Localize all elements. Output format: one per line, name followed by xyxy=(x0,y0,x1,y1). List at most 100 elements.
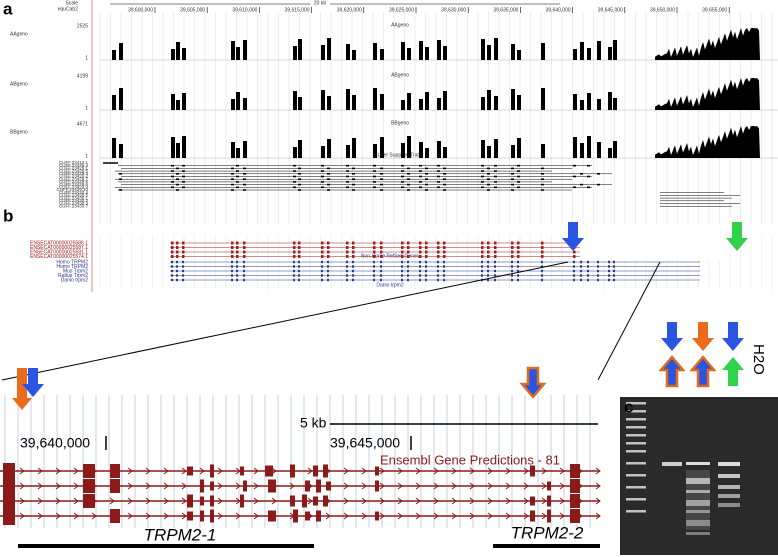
cuff-exon xyxy=(437,181,440,183)
blank-overlay xyxy=(580,228,730,260)
refseq-exon xyxy=(443,269,445,273)
track-min: 1 xyxy=(85,55,88,61)
refseq-exon xyxy=(597,278,599,282)
strand-arrow xyxy=(379,512,385,520)
coverage-peak xyxy=(112,50,116,60)
coverage-peak xyxy=(407,136,411,158)
cuff-exon xyxy=(573,175,576,178)
strand-arrow xyxy=(307,497,313,505)
refseq-exon xyxy=(580,278,582,282)
refseq-exon xyxy=(293,269,295,273)
strand-arrow xyxy=(109,497,115,505)
ensembl-exon xyxy=(321,241,324,245)
refseq-exon xyxy=(352,265,354,268)
strand-arrow xyxy=(145,497,151,505)
ruler-label: 39,600,000 xyxy=(128,7,153,13)
ensembl-exon xyxy=(517,241,520,245)
refseq-exon xyxy=(587,269,589,273)
coverage-peak xyxy=(511,145,515,158)
track-max: 4199 xyxy=(77,73,88,79)
refseq-exon xyxy=(407,278,409,282)
coverage-peak xyxy=(573,137,577,158)
cuff-label: CUFF.23429.3 xyxy=(59,171,89,176)
refseq-exon xyxy=(373,278,375,282)
refseq-exon xyxy=(419,260,421,264)
refseq-label: Danio trpm2 xyxy=(61,277,88,283)
refseq-exon xyxy=(541,260,543,264)
primer-arrow xyxy=(658,355,686,388)
strand-arrow xyxy=(415,482,421,490)
exon xyxy=(547,509,551,523)
refseq-exon xyxy=(597,274,599,277)
ensembl-exon xyxy=(346,250,349,254)
refseq-exon xyxy=(236,260,238,264)
refseq-label: Homo TRPM2 xyxy=(56,264,88,270)
coverage-peak xyxy=(407,48,411,60)
track-center: ABgeno xyxy=(391,72,409,78)
cuff-exon xyxy=(327,189,330,191)
strand-arrow xyxy=(433,482,439,490)
refseq-exon xyxy=(481,274,483,277)
coverage-peak xyxy=(419,142,423,158)
coverage-peak xyxy=(437,40,441,60)
refseq-exon xyxy=(541,269,543,273)
refseq-exon xyxy=(608,278,610,282)
exon xyxy=(210,509,214,523)
coverage-area xyxy=(655,28,760,60)
refseq-exon xyxy=(425,274,427,277)
strand-arrow xyxy=(523,512,529,520)
cuff-exon xyxy=(487,173,490,175)
band xyxy=(718,503,740,507)
cuff-exon xyxy=(380,183,383,186)
cuff-exon xyxy=(597,173,600,175)
ruler-label: 39,635,000 xyxy=(493,7,518,13)
cuff-exon xyxy=(346,170,349,172)
cuff-exon xyxy=(293,186,296,189)
strand-arrow xyxy=(37,497,43,505)
coverage-peak xyxy=(380,49,384,60)
refseq-exon xyxy=(171,269,173,273)
band xyxy=(686,532,710,535)
cuff-label: CUFF.23430.4 xyxy=(59,190,89,195)
strand-arrow xyxy=(163,482,169,490)
strand-arrow xyxy=(37,467,43,475)
ensembl-exon xyxy=(171,241,174,245)
strand-arrow xyxy=(325,512,331,520)
refseq-exon xyxy=(171,265,173,268)
coverage-peak xyxy=(419,99,423,110)
cuff-exon xyxy=(511,173,514,175)
cuff-exon xyxy=(327,173,330,175)
strand-arrow xyxy=(127,467,133,475)
band xyxy=(718,494,740,498)
strand-arrow xyxy=(73,482,79,490)
ensembl-exon xyxy=(541,255,544,258)
panel-label: c xyxy=(624,397,633,416)
exon xyxy=(530,510,535,522)
gel-bands xyxy=(626,402,740,535)
cuff-exon xyxy=(243,183,246,186)
cuff-label: CUFF.23429.2 xyxy=(59,174,89,179)
refseq-exon xyxy=(573,265,575,268)
exon xyxy=(375,466,379,476)
ensembl-exon xyxy=(419,246,422,249)
exon xyxy=(530,465,535,477)
ladder-band xyxy=(626,462,646,465)
cuff-exon xyxy=(541,173,544,175)
cuff-label: CUFF.23429.10 xyxy=(56,187,88,192)
coverage-area xyxy=(655,78,760,110)
exon xyxy=(187,466,193,476)
cuff-exon xyxy=(236,170,239,172)
strand-arrow xyxy=(199,467,205,475)
refseq-exon xyxy=(171,260,173,264)
refseq-exon xyxy=(321,269,323,273)
refseq-exon xyxy=(494,278,496,282)
refseq-exon xyxy=(401,269,403,273)
ruler-label: 39,630,000 xyxy=(441,7,466,13)
strand-arrow xyxy=(55,467,61,475)
ensembl-exon xyxy=(443,241,446,245)
exon xyxy=(265,465,273,477)
refseq-exon xyxy=(373,260,375,264)
cuff-exon xyxy=(243,173,246,175)
refseq-exon xyxy=(346,260,348,264)
